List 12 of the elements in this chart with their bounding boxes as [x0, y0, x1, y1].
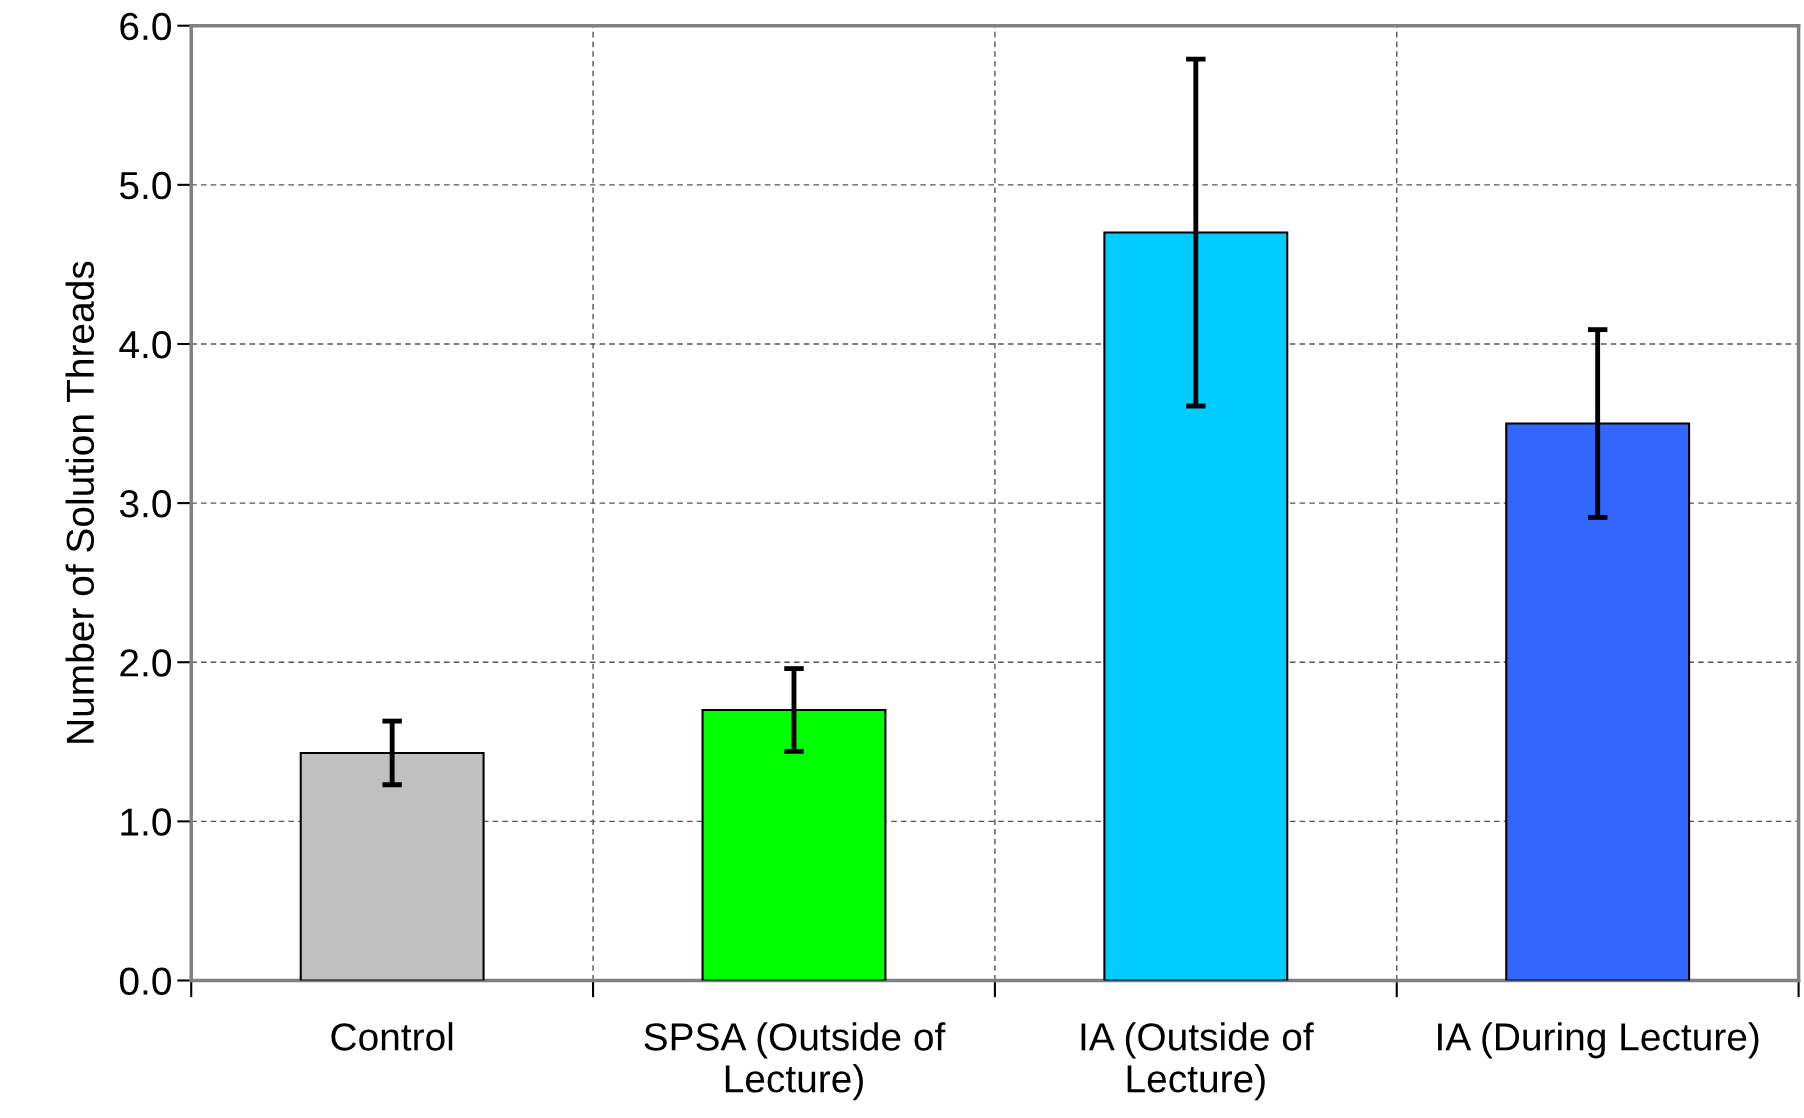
y-tick-label: 0.0	[119, 967, 171, 995]
x-tick-label: IA (Outside of Lecture)	[1081, 1022, 1314, 1101]
x-tick-label: Control	[331, 1022, 453, 1051]
y-tick-label: 2.0	[120, 649, 171, 677]
y-tick-label: 3.0	[119, 490, 171, 518]
y-tick-label: 4.0	[119, 330, 171, 359]
y-tick-label: 6.0	[120, 12, 171, 41]
y-tick-label: 5.0	[119, 171, 171, 200]
x-tick-label: SPSA (Outside of Lecture)	[644, 1022, 946, 1101]
x-tick-label: IA (During Lecture)	[1438, 1022, 1759, 1059]
y-axis-title: Number of Solution Threads	[65, 261, 95, 743]
y-tick-label: 1.0	[121, 808, 171, 836]
